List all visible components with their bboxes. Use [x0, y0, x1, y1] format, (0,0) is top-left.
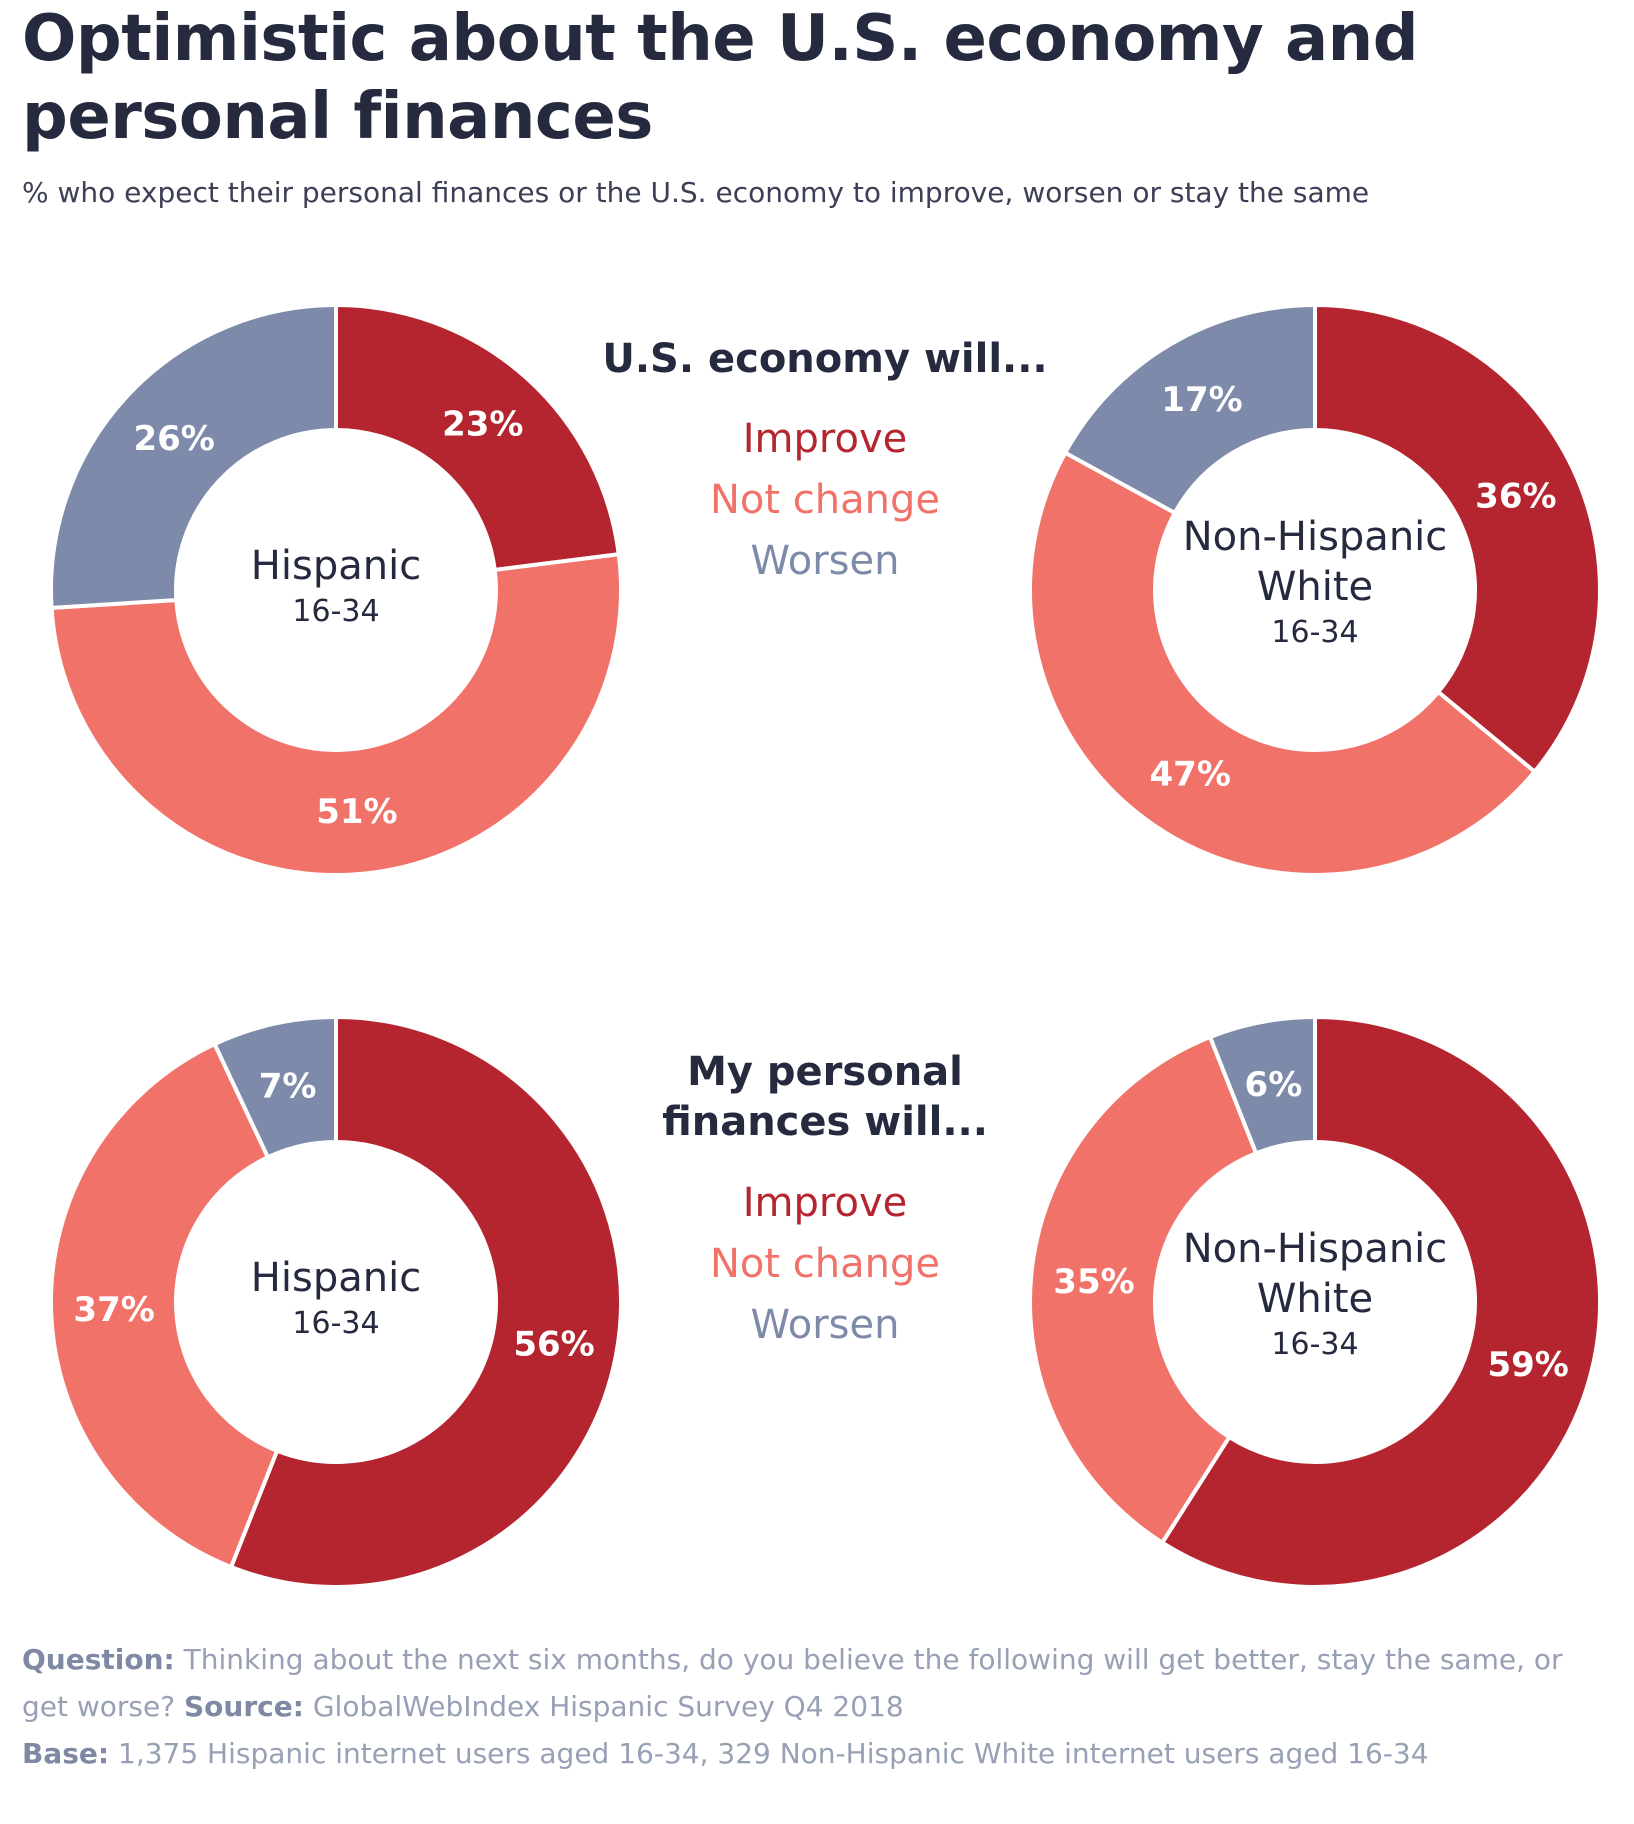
base-text: 1,375 Hispanic internet users aged 16-34… — [118, 1737, 1429, 1770]
slice-worsen — [212, 1015, 338, 1160]
slice-improve — [229, 1015, 623, 1589]
donut-chart-1: 23% 51% 26% Hispanic 16-34 — [49, 303, 623, 877]
donut-chart-3: 56% 37% 7% Hispanic 16-34 — [49, 1015, 623, 1589]
center-label-group: Hispanic — [251, 543, 421, 589]
data-label-not-change: 35% — [1053, 1262, 1134, 1302]
chart-subtitle: % who expect their personal finances or … — [22, 176, 1370, 209]
source-label: Source: — [184, 1690, 304, 1723]
slice-not-change — [49, 552, 623, 877]
source-text: GlobalWebIndex Hispanic Survey Q4 2018 — [312, 1690, 904, 1723]
legend-item-improve: Improve — [743, 1180, 907, 1226]
data-label-worsen: 6% — [1245, 1065, 1303, 1105]
slice-worsen — [49, 303, 338, 610]
legend-item-worsen: Worsen — [751, 1302, 900, 1348]
base-label: Base: — [22, 1737, 110, 1770]
data-label-improve: 56% — [513, 1325, 594, 1365]
question-label: Question: — [22, 1643, 175, 1676]
center-label-group: White — [1257, 1276, 1373, 1322]
center-label-group: Hispanic — [251, 1255, 421, 1301]
slice-not-change — [1028, 450, 1537, 878]
data-label-worsen: 7% — [259, 1066, 317, 1106]
slice-improve — [1313, 303, 1603, 774]
slice-improve — [1160, 1015, 1602, 1589]
legend-item-not-change: Not change — [710, 477, 940, 523]
legend-item-improve: Improve — [743, 416, 907, 462]
legend-item-worsen: Worsen — [751, 538, 900, 584]
slice-not-change — [1028, 1035, 1259, 1545]
legend-item-not-change: Not change — [710, 1241, 940, 1287]
data-label-worsen: 17% — [1161, 380, 1242, 420]
center-label-age: 16-34 — [1271, 1327, 1358, 1362]
center-label-group: Non-Hispanic — [1183, 1226, 1448, 1272]
question-text: Thinking about the next six months, do y… — [22, 1643, 1563, 1723]
center-label-group: Non-Hispanic — [1183, 514, 1448, 560]
data-label-improve: 23% — [442, 404, 523, 444]
data-label-not-change: 47% — [1150, 755, 1231, 795]
section-title: My personal — [687, 1049, 963, 1095]
slice-worsen — [1208, 1015, 1317, 1156]
center-label-age: 16-34 — [292, 1306, 379, 1341]
data-label-improve: 36% — [1475, 476, 1556, 516]
data-label-not-change: 37% — [73, 1290, 154, 1330]
center-label-age: 16-34 — [1271, 615, 1358, 650]
center-label-group: White — [1257, 564, 1373, 610]
chart-title: Optimistic about the U.S. economy and pe… — [22, 2, 1419, 154]
chart-footer: Question: Thinking about the next six mo… — [22, 1636, 1612, 1777]
slice-improve — [334, 303, 621, 572]
center-label-age: 16-34 — [292, 594, 379, 629]
section-title: finances will... — [662, 1099, 988, 1145]
slice-worsen — [1063, 303, 1317, 515]
section-title: U.S. economy will... — [602, 336, 1047, 382]
data-label-not-change: 51% — [316, 792, 397, 832]
slice-not-change — [49, 1042, 280, 1569]
data-label-improve: 59% — [1487, 1345, 1568, 1385]
data-label-worsen: 26% — [133, 419, 214, 459]
